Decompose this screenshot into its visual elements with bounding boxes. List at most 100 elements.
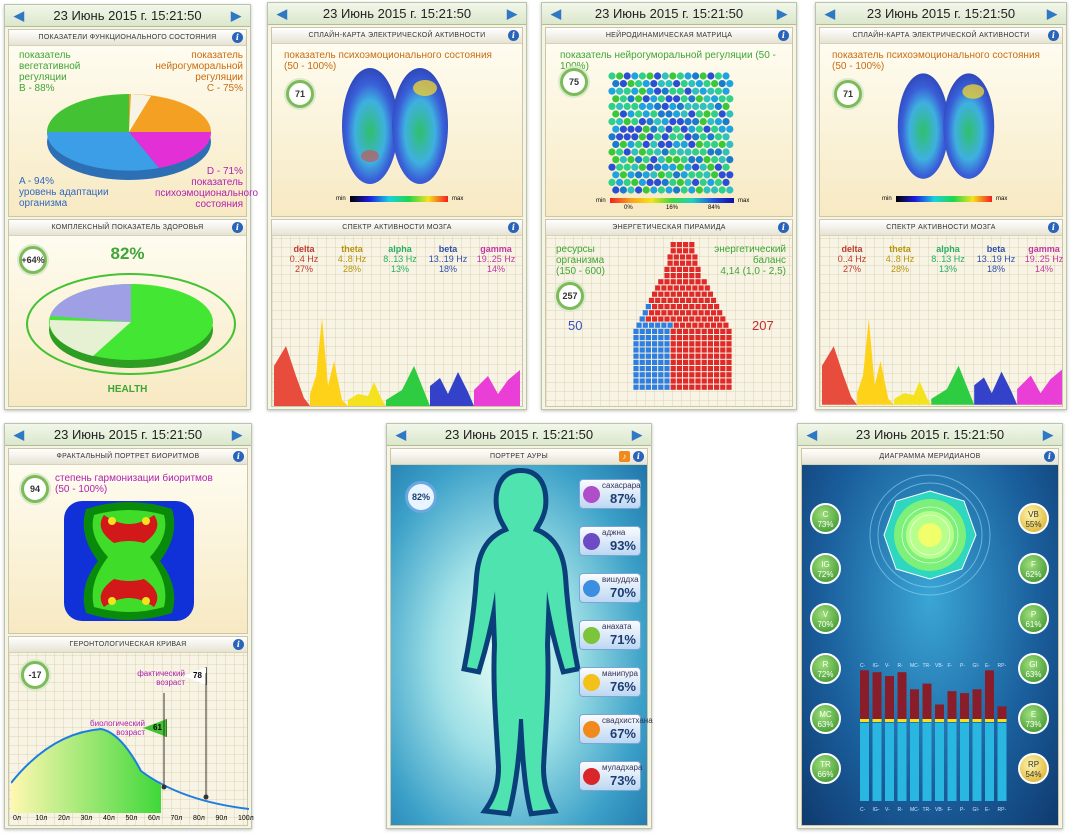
band-gamma: gamma 19..25 Hz 14% xyxy=(474,244,518,274)
meridian-R[interactable]: R 72% xyxy=(810,653,841,684)
bar-upper xyxy=(972,689,982,719)
chakra-5[interactable]: свадхистхана 67% xyxy=(579,714,653,744)
matrix-cell xyxy=(718,171,726,179)
matrix-cell xyxy=(635,140,643,148)
matrix-cell xyxy=(714,148,722,156)
prev-arrow-icon[interactable]: ◀ xyxy=(825,5,835,21)
pyramid-cell xyxy=(683,366,689,372)
chakra-6[interactable]: муладхара 73% xyxy=(579,761,642,791)
pyramid-cell xyxy=(652,328,658,334)
bar-threshold xyxy=(860,719,869,722)
pyramid-cell xyxy=(714,366,720,372)
bar-label-top: IG- xyxy=(873,663,880,669)
pyramid-cell xyxy=(683,279,689,285)
matrix-cell xyxy=(623,102,631,110)
pyramid-cell xyxy=(633,335,639,341)
matrix-cell xyxy=(722,87,730,95)
meridian-VB[interactable]: VB 55% xyxy=(1018,503,1049,534)
next-arrow-icon[interactable]: ▶ xyxy=(1043,426,1053,442)
info-icon[interactable]: i xyxy=(1048,30,1059,41)
pyramid-cell xyxy=(633,366,639,372)
info-icon[interactable]: i xyxy=(508,30,519,41)
matrix-cell xyxy=(616,133,624,141)
info-icon[interactable]: i xyxy=(633,451,644,462)
label-a: A - 94% уровень адаптации организма xyxy=(19,176,109,209)
datetime: 23 Июнь 2015 г. 15:21:50 xyxy=(444,427,594,442)
info-icon[interactable]: i xyxy=(778,222,789,233)
bar-lower xyxy=(860,723,869,801)
music-icon[interactable]: ♪ xyxy=(619,451,630,462)
meridian-TR[interactable]: TR 66% xyxy=(810,753,841,784)
band-beta: beta 13..19 Hz 18% xyxy=(426,244,470,274)
pyramid-cell xyxy=(720,335,726,341)
pyramid-cell xyxy=(689,304,695,310)
matrix-cell xyxy=(669,118,677,126)
pyramid-cell xyxy=(695,316,701,322)
panel-spline-map: СПЛАЙН-КАРТА ЭЛЕКТРИЧЕСКОЙ АКТИВНОСТИ i п… xyxy=(819,27,1063,217)
matrix-cell xyxy=(657,186,665,194)
chakra-2[interactable]: вишуддха 70% xyxy=(579,573,641,603)
band-theta: theta 4..8 Hz 28% xyxy=(330,244,374,274)
band-hz: 8..13 Hz xyxy=(931,254,965,264)
pyramid-cell xyxy=(658,316,664,322)
prev-arrow-icon[interactable]: ◀ xyxy=(277,5,287,21)
meridian-RP[interactable]: RP 54% xyxy=(1018,753,1049,784)
pyramid-cell xyxy=(710,310,717,316)
prev-arrow-icon[interactable]: ◀ xyxy=(807,426,817,442)
info-icon[interactable]: i xyxy=(1048,222,1059,233)
window-brain-activity: ◀ 23 Июнь 2015 г. 15:21:50 ▶ СПЛАЙН-КАРТ… xyxy=(267,2,527,410)
matrix-cell xyxy=(623,133,631,141)
scale-84: 84% xyxy=(708,205,721,211)
prev-arrow-icon[interactable]: ◀ xyxy=(14,7,24,23)
meridian-GI[interactable]: GI 63% xyxy=(1018,653,1049,684)
chakra-0[interactable]: сахасрара 87% xyxy=(579,479,641,509)
meridian-E[interactable]: E 73% xyxy=(1018,703,1049,734)
pyramid-cell xyxy=(686,322,692,328)
meridian-code: F xyxy=(1031,560,1036,569)
info-icon[interactable]: i xyxy=(1044,451,1055,462)
pyramid-cell xyxy=(720,341,726,347)
pyramid-cell xyxy=(676,366,682,372)
prev-arrow-icon[interactable]: ◀ xyxy=(396,426,406,442)
matrix-cell xyxy=(711,186,719,194)
pyramid-cell xyxy=(692,297,698,303)
meridian-F[interactable]: F 62% xyxy=(1018,553,1049,584)
next-arrow-icon[interactable]: ▶ xyxy=(777,5,787,21)
meridian-C[interactable]: C 73% xyxy=(810,503,841,534)
meridian-P[interactable]: P 61% xyxy=(1018,603,1049,634)
max-label: max xyxy=(452,196,464,202)
age-diff-badge: -17 xyxy=(21,661,49,689)
chakra-3[interactable]: анахата 71% xyxy=(579,620,641,650)
matrix-cell xyxy=(695,186,703,194)
info-icon[interactable]: i xyxy=(233,451,244,462)
matrix-cell xyxy=(673,110,681,118)
matrix-cell xyxy=(661,118,669,126)
matrix-cell xyxy=(627,125,635,133)
info-icon[interactable]: i xyxy=(778,30,789,41)
pyramid-cell xyxy=(714,341,720,347)
prev-arrow-icon[interactable]: ◀ xyxy=(14,426,24,442)
next-arrow-icon[interactable]: ▶ xyxy=(507,5,517,21)
matrix-cell xyxy=(661,133,669,141)
info-icon[interactable]: i xyxy=(232,222,243,233)
chakra-1[interactable]: аджна 93% xyxy=(579,526,641,556)
next-arrow-icon[interactable]: ▶ xyxy=(1047,5,1057,21)
info-icon[interactable]: i xyxy=(233,639,244,650)
info-icon[interactable]: i xyxy=(232,32,243,43)
pyramid-cell xyxy=(676,341,682,347)
matrix-cell xyxy=(722,163,730,171)
info-icon[interactable]: i xyxy=(508,222,519,233)
next-arrow-icon[interactable]: ▶ xyxy=(232,426,242,442)
meridian-V[interactable]: V 70% xyxy=(810,603,841,634)
pyramid-cell xyxy=(679,285,686,291)
meridian-IG[interactable]: IG 72% xyxy=(810,553,841,584)
next-arrow-icon[interactable]: ▶ xyxy=(632,426,642,442)
age-tick: 30л xyxy=(80,815,93,822)
pyramid-cell xyxy=(726,372,732,378)
panel-title: КОМПЛЕКСНЫЙ ПОКАЗАТЕЛЬ ЗДОРОВЬЯ xyxy=(51,224,204,231)
meridian-MC[interactable]: MC 63% xyxy=(810,703,841,734)
pyramid-cell xyxy=(707,359,713,365)
next-arrow-icon[interactable]: ▶ xyxy=(231,7,241,23)
prev-arrow-icon[interactable]: ◀ xyxy=(551,5,561,21)
chakra-4[interactable]: манипура 76% xyxy=(579,667,641,697)
